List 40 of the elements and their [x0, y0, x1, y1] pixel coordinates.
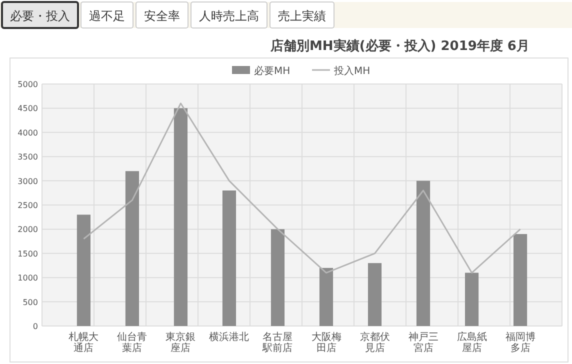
- bar: [125, 171, 140, 326]
- x-tick-label: 神戸三宮店: [408, 331, 438, 354]
- y-tick-label: 2500: [18, 201, 38, 210]
- bar: [464, 272, 479, 326]
- y-tick-label: 4500: [18, 104, 38, 114]
- x-tick-label: 大阪梅田店: [311, 331, 342, 354]
- bar: [513, 234, 528, 326]
- x-tick-label: 横浜港北: [209, 331, 250, 343]
- bar: [368, 263, 382, 326]
- y-tick-label: 2000: [18, 225, 38, 234]
- x-tick-label: 札幌大通店: [68, 331, 99, 354]
- bar: [416, 180, 430, 326]
- x-tick-label: 東京銀座店: [166, 331, 196, 354]
- bar: [270, 229, 285, 326]
- bar: [319, 268, 334, 326]
- bar: [174, 108, 188, 326]
- x-tick-label: 京都伏見店: [360, 331, 390, 354]
- text: 安全率: [144, 9, 180, 23]
- text: 人時売上高: [199, 9, 259, 23]
- y-tick-label: 5000: [18, 80, 38, 89]
- bar: [76, 214, 91, 326]
- legend-label: 投入MH: [333, 65, 370, 77]
- y-tick-label: 3500: [18, 152, 38, 162]
- bar: [222, 190, 236, 326]
- line-series: [82, 102, 522, 274]
- y-tick-label: 0: [32, 322, 38, 331]
- y-tick-label: 500: [22, 298, 38, 307]
- y-tick-label: 1500: [18, 249, 38, 258]
- x-tick-label: 福岡博多店: [505, 331, 536, 354]
- legend-label: 必要MH: [254, 65, 290, 77]
- y-tick-label: 3000: [18, 176, 38, 186]
- chart-title: 店舗別MH実績(必要・投入) 2019年度 6月: [270, 38, 530, 54]
- text: 必要・投入: [10, 9, 70, 23]
- x-tick-label: 広島紙屋店: [456, 331, 487, 354]
- text: 過不足: [89, 9, 125, 23]
- text: 売上実績: [278, 9, 326, 23]
- x-tick-label: 名古屋駅前店: [262, 331, 293, 354]
- x-tick-label: 仙台青葉店: [117, 331, 148, 354]
- y-tick-label: 1000: [18, 274, 38, 283]
- y-tick-label: 4000: [18, 128, 38, 138]
